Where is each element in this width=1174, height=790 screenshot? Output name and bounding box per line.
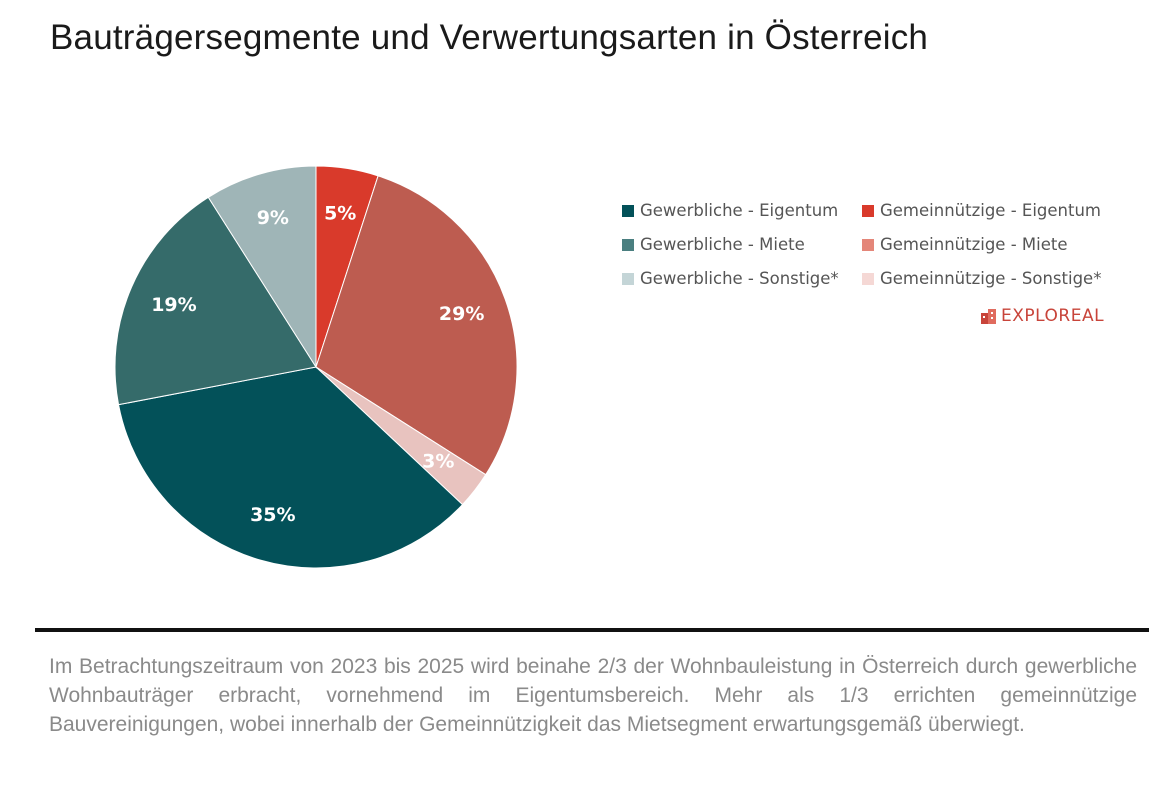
legend-item: Gewerbliche - Sonstige* xyxy=(622,268,862,289)
building-logo-icon xyxy=(981,309,996,324)
legend-item: Gemeinnützige - Eigentum xyxy=(862,200,1122,221)
brand-logo: EXPLOREAL xyxy=(980,306,1104,326)
legend-swatch xyxy=(622,204,634,217)
legend-swatch xyxy=(622,272,634,285)
brand-name: EXPLOREAL xyxy=(1001,306,1105,326)
pie-label-gemeinnuetzige-miete: 29% xyxy=(439,303,484,325)
legend-label: Gemeinnützige - Sonstige* xyxy=(880,269,1102,288)
legend-label: Gewerbliche - Sonstige* xyxy=(640,269,839,288)
description-text: Im Betrachtungszeitraum von 2023 bis 202… xyxy=(49,655,1137,736)
legend-label: Gewerbliche - Eigentum xyxy=(640,201,839,220)
chart-legend: Gewerbliche - Eigentum Gemeinnützige - Ei… xyxy=(622,200,1122,289)
divider xyxy=(35,628,1149,632)
pie-label-gemeinnuetzige-sonstige: 3% xyxy=(422,450,454,472)
legend-item: Gewerbliche - Eigentum xyxy=(622,200,862,221)
legend-swatch xyxy=(862,272,874,285)
pie-slice-gemeinnuetzige-miete xyxy=(315,175,518,476)
legend-label: Gemeinnützige - Miete xyxy=(880,235,1068,254)
legend-swatch xyxy=(862,204,874,217)
legend-item: Gemeinnützige - Miete xyxy=(862,234,1122,255)
legend-swatch xyxy=(622,238,634,251)
pie-chart: 5% 29% 3% 35% 19% 9% xyxy=(114,165,518,569)
legend-item: Gewerbliche - Miete xyxy=(622,234,862,255)
pie-slice-gewerbliche-miete xyxy=(114,196,317,406)
pie-label-gewerbliche-eigentum: 35% xyxy=(250,504,295,526)
legend-label: Gemeinnützige - Eigentum xyxy=(880,201,1101,220)
pie-label-gemeinnuetzige-eigentum: 5% xyxy=(324,203,356,225)
legend-item: Gemeinnützige - Sonstige* xyxy=(862,268,1122,289)
pie-slice-gewerbliche-sonstige xyxy=(207,165,317,369)
pie-label-gewerbliche-miete: 19% xyxy=(151,294,196,316)
legend-swatch xyxy=(862,238,874,251)
legend-label: Gewerbliche - Miete xyxy=(640,235,805,254)
page-title: Bauträgersegmente und Verwertungsarten i… xyxy=(50,18,929,57)
pie-label-gewerbliche-sonstige: 9% xyxy=(257,207,289,229)
pie-slice-gewerbliche-eigentum xyxy=(117,366,464,569)
